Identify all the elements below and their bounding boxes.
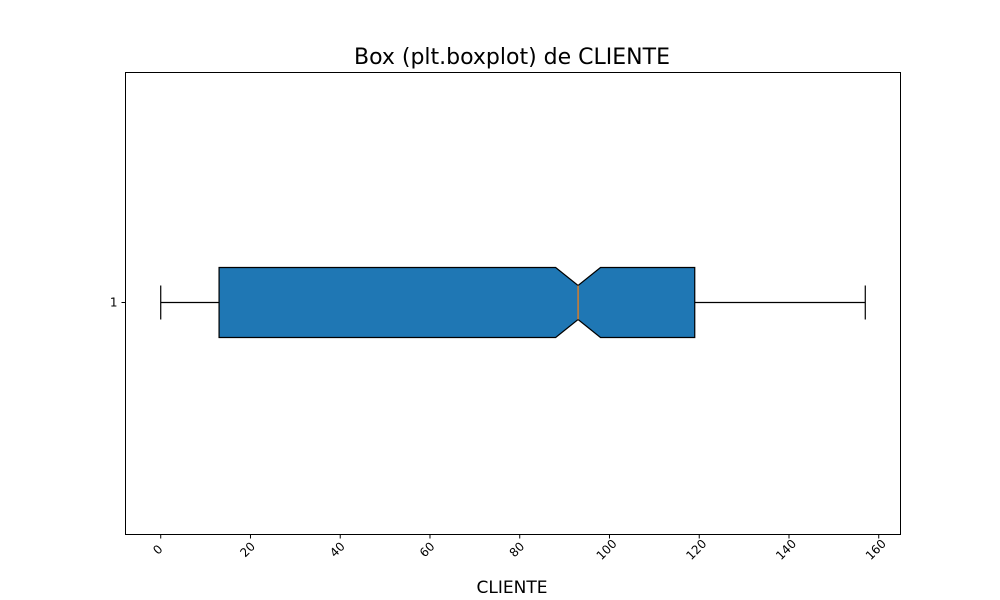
x-tick-label: 80 bbox=[507, 539, 528, 560]
x-tick-label: 60 bbox=[417, 539, 438, 560]
notched-box bbox=[218, 266, 696, 339]
plot-area-frame bbox=[125, 72, 901, 535]
x-tick-label: 100 bbox=[594, 537, 620, 563]
x-tick-label: 0 bbox=[150, 542, 165, 557]
x-tick-label: 40 bbox=[327, 539, 348, 560]
x-tick-label: 120 bbox=[683, 537, 709, 563]
x-axis-ticks: 0 20 40 60 80 100 120 140 160 bbox=[150, 534, 889, 563]
x-axis-label: CLIENTE bbox=[477, 578, 548, 598]
box-group bbox=[160, 266, 866, 339]
y-tick-label: 1 bbox=[110, 296, 118, 310]
chart-title: Box (plt.boxplot) de CLIENTE bbox=[354, 45, 670, 70]
x-tick-label: 20 bbox=[237, 539, 258, 560]
y-axis-ticks: 1 bbox=[110, 296, 126, 310]
x-tick-label: 160 bbox=[863, 537, 889, 563]
x-tick-label: 140 bbox=[773, 537, 799, 563]
